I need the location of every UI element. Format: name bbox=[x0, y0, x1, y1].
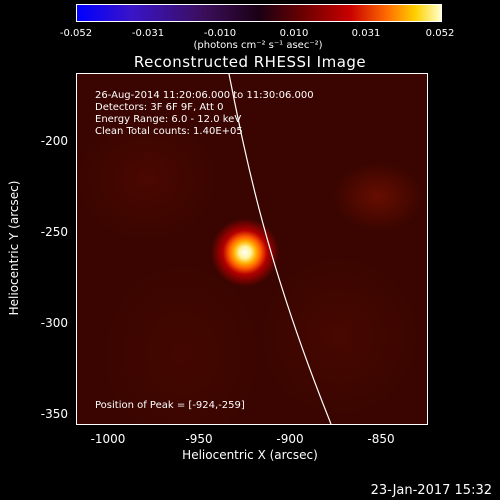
info-method-counts: Clean Total counts: 1.40E+05 bbox=[95, 126, 243, 137]
colorbar-tick: -0.010 bbox=[203, 28, 237, 39]
colorbar-tick: -0.052 bbox=[59, 28, 93, 39]
colorbar-tick: 0.010 bbox=[279, 28, 309, 39]
x-tick: -850 bbox=[367, 432, 395, 446]
peak-position: Position of Peak = [-924,-259] bbox=[95, 400, 245, 411]
x-tick: -900 bbox=[276, 432, 304, 446]
timestamp: 23-Jan-2017 15:32 bbox=[370, 483, 492, 498]
colorbar-tick: 0.031 bbox=[351, 28, 381, 39]
y-tick: -250 bbox=[40, 225, 68, 239]
plot-title: Reconstructed RHESSI Image bbox=[133, 53, 367, 71]
y-tick: -350 bbox=[40, 407, 68, 421]
rhessi-image: 26-Aug-2014 11:20:06.000 to 11:30:06.000… bbox=[76, 73, 428, 425]
colorbar-tick: -0.031 bbox=[131, 28, 165, 39]
x-axis-label: Heliocentric X (arcsec) bbox=[182, 448, 318, 462]
solar-limb bbox=[228, 74, 332, 424]
x-tick: -1000 bbox=[90, 432, 126, 446]
colorbar-unit: (photons cm⁻² s⁻¹ asec⁻²) bbox=[193, 40, 323, 51]
info-detectors: Detectors: 3F 6F 9F, Att 0 bbox=[95, 102, 224, 113]
y-axis-label: Heliocentric Y (arcsec) bbox=[7, 180, 21, 316]
x-tick: -950 bbox=[185, 432, 213, 446]
colorbar-tick: 0.052 bbox=[425, 28, 455, 39]
info-energy-range: Energy Range: 6.0 - 12.0 keV bbox=[95, 114, 242, 125]
info-time-range: 26-Aug-2014 11:20:06.000 to 11:30:06.000 bbox=[95, 90, 314, 101]
y-tick: -200 bbox=[40, 134, 68, 148]
y-tick: -300 bbox=[40, 316, 68, 330]
colorbar bbox=[76, 4, 442, 22]
